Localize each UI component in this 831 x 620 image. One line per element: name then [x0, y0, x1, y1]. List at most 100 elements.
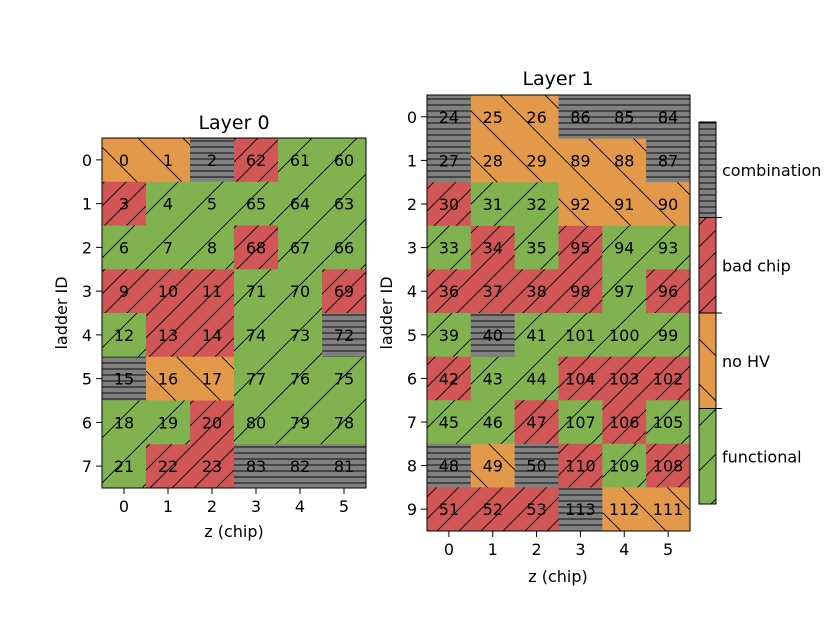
- chip-label: 75: [334, 370, 354, 389]
- chip-cell: 23: [190, 444, 235, 489]
- chip-label: 27: [439, 151, 459, 170]
- chip-cell: 7: [146, 225, 191, 270]
- chip-label: 111: [653, 500, 684, 519]
- chip-cell: 102: [646, 356, 691, 401]
- chip-label: 50: [526, 457, 546, 476]
- chip-label: 0: [119, 151, 129, 170]
- chip-label: 102: [653, 369, 684, 388]
- chip-label: 91: [614, 195, 634, 214]
- chip-cell: 71: [234, 269, 279, 314]
- chip-cell: 105: [646, 400, 691, 445]
- chip-label: 77: [246, 370, 266, 389]
- chip-label: 78: [334, 413, 354, 432]
- colorbar-label: combination: [722, 161, 821, 180]
- chip-label: 43: [483, 369, 503, 388]
- layer-0-x-axis-label: z (chip): [204, 522, 264, 541]
- layer-1-y-ticks: 0 1 2 3 4 5 6 7 8 9: [407, 108, 427, 519]
- chip-cell: 9: [102, 269, 147, 314]
- x-tick-label: 0: [444, 540, 454, 559]
- chip-cell: 53: [514, 487, 559, 532]
- y-tick-label: 6: [407, 369, 417, 388]
- chip-label: 51: [439, 500, 459, 519]
- chip-label: 12: [114, 326, 134, 345]
- chip-cell: 24: [427, 95, 472, 139]
- chip-label: 5: [207, 195, 217, 214]
- chip-cell: 26: [514, 95, 559, 139]
- chip-cell: 28: [470, 138, 516, 183]
- chip-label: 107: [565, 413, 596, 432]
- chip-label: 3: [119, 195, 129, 214]
- y-tick-label: 5: [82, 370, 92, 389]
- chip-cell: 13: [146, 313, 191, 358]
- chip-label: 103: [609, 369, 640, 388]
- chip-cell: 44: [514, 356, 559, 401]
- chip-label: 11: [202, 282, 222, 301]
- chip-label: 92: [570, 195, 590, 214]
- chip-label: 7: [163, 238, 173, 257]
- chip-cell: 20: [190, 400, 235, 445]
- chip-cell: 3: [102, 181, 147, 226]
- chip-cell: 96: [646, 269, 691, 314]
- chip-cell: 33: [427, 225, 472, 270]
- chip-label: 36: [439, 282, 459, 301]
- colorbar-label: bad chip: [722, 256, 791, 275]
- chip-label: 63: [334, 195, 354, 214]
- y-tick-label: 1: [407, 151, 417, 170]
- chip-label: 62: [246, 151, 266, 170]
- chip-cell: 41: [514, 313, 559, 357]
- layer-1-x-ticks: 0 1 2 3 4 5: [444, 531, 673, 559]
- layer-0-x-ticks: 0 1 2 3 4 5: [119, 488, 349, 516]
- colorbar-segment: bad chip: [698, 217, 791, 314]
- chip-label: 21: [114, 457, 134, 476]
- colorbar-segment: no HV: [698, 312, 770, 409]
- chip-label: 45: [439, 413, 459, 432]
- chip-cell: 30: [427, 182, 472, 227]
- chip-cell: 99: [646, 313, 691, 357]
- x-tick-label: 4: [295, 497, 305, 516]
- y-tick-label: 9: [407, 500, 417, 519]
- chip-cell: 70: [278, 269, 323, 314]
- chip-cell: 95: [558, 225, 603, 270]
- chip-label: 41: [526, 326, 546, 345]
- chip-label: 48: [439, 457, 459, 476]
- chip-cell: 16: [146, 356, 191, 401]
- colorbar-label: functional: [722, 447, 802, 466]
- chip-label: 71: [246, 282, 266, 301]
- chip-cell: 86: [558, 95, 603, 139]
- chip-label: 93: [658, 239, 678, 258]
- chip-label: 112: [609, 500, 640, 519]
- chip-cell: 52: [470, 487, 516, 532]
- layer-1-y-axis-label: ladder ID: [377, 276, 396, 349]
- chip-label: 94: [614, 239, 634, 258]
- chip-cell: 69: [322, 269, 367, 314]
- chip-label: 47: [526, 413, 546, 432]
- chip-label: 14: [202, 326, 222, 345]
- chip-cell: 78: [322, 400, 367, 445]
- chip-label: 39: [439, 326, 459, 345]
- chip-cell: 76: [278, 356, 323, 401]
- chip-cell: 79: [278, 400, 323, 445]
- chip-label: 61: [290, 151, 310, 170]
- colorbar-frame: [698, 121, 717, 505]
- chip-cell: 42: [427, 356, 472, 401]
- chip-label: 70: [290, 282, 310, 301]
- chip-cell: 1: [146, 138, 191, 183]
- chip-cell: 22: [146, 444, 191, 489]
- chip-label: 101: [565, 326, 596, 345]
- chip-label: 83: [246, 457, 266, 476]
- chip-label: 42: [439, 369, 459, 388]
- chip-cell: 80: [234, 400, 279, 445]
- chip-label: 105: [653, 413, 684, 432]
- chip-label: 110: [565, 457, 596, 476]
- chip-cell: 29: [514, 138, 559, 183]
- chip-cell: 98: [558, 269, 603, 314]
- chip-label: 82: [290, 457, 310, 476]
- layer-0-title: Layer 0: [198, 112, 269, 134]
- chip-cell: 46: [470, 400, 516, 445]
- chip-cell: 109: [602, 443, 647, 488]
- chip-cell: 25: [470, 95, 516, 139]
- chip-label: 69: [334, 282, 354, 301]
- x-tick-label: 0: [119, 497, 129, 516]
- chip-cell: 49: [470, 443, 516, 488]
- x-tick-label: 2: [531, 540, 541, 559]
